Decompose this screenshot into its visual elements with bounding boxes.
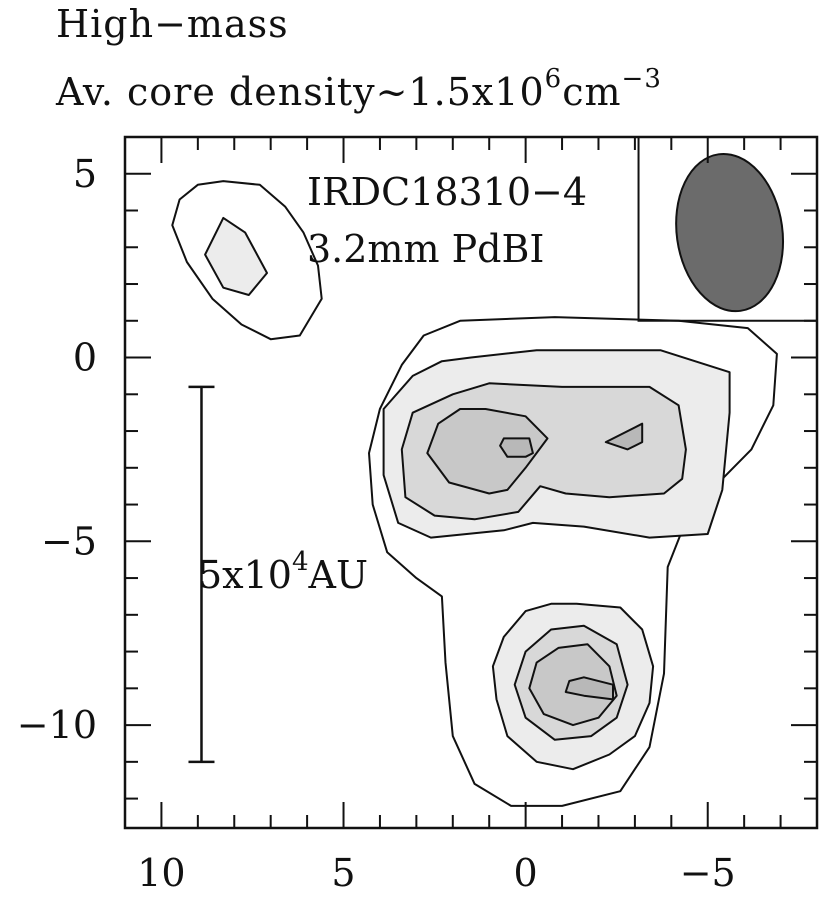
x-tick-label: 0 <box>514 851 538 895</box>
header-line-core-density: Av. core density~1.5x106cm−3 <box>56 64 662 114</box>
y-tick-label: −10 <box>17 703 97 747</box>
y-tick-label: 5 <box>73 152 97 196</box>
header-line-mass-regime: High−mass <box>56 2 289 46</box>
beam-inset-box <box>637 137 817 322</box>
beam-layer <box>637 137 817 322</box>
contour-layer <box>171 180 778 807</box>
contour-level-4-5 <box>426 408 549 495</box>
source-label: IRDC18310−4 <box>307 170 587 214</box>
scale-bar-label-unit: AU <box>308 553 368 597</box>
y-tick-label: −5 <box>41 519 97 563</box>
y-tick-label: 0 <box>73 336 97 380</box>
contour-level-2-1 <box>204 216 268 296</box>
scale-bar-label-prefix: 5x10 <box>198 553 292 597</box>
x-tick-label: 5 <box>331 851 355 895</box>
scale-bar <box>188 385 215 764</box>
plot-frame <box>123 135 819 830</box>
instrument-label: 3.2mm PdBI <box>307 227 544 271</box>
density-unit: cm <box>562 70 622 114</box>
density-exponent: 6 <box>544 64 563 94</box>
axis-ticks <box>124 136 818 828</box>
tick-labels: 10 5 0 −5 5 0 −5 −10 <box>17 152 736 895</box>
scale-bar-label-exponent: 4 <box>292 547 309 577</box>
density-unit-exponent: −3 <box>621 64 662 94</box>
density-prefix: Av. core density~1.5x10 <box>56 70 545 114</box>
header-line1-text: High−mass <box>56 2 289 46</box>
contour-level-5-6 <box>499 437 534 458</box>
beam-ellipse <box>675 152 785 313</box>
contour-level-5-7 <box>604 422 644 451</box>
x-tick-label: 10 <box>137 851 185 895</box>
scale-bar-label: 5x104AU <box>198 547 368 597</box>
contour-level-5-11 <box>564 676 614 701</box>
x-tick-label: −5 <box>680 851 736 895</box>
